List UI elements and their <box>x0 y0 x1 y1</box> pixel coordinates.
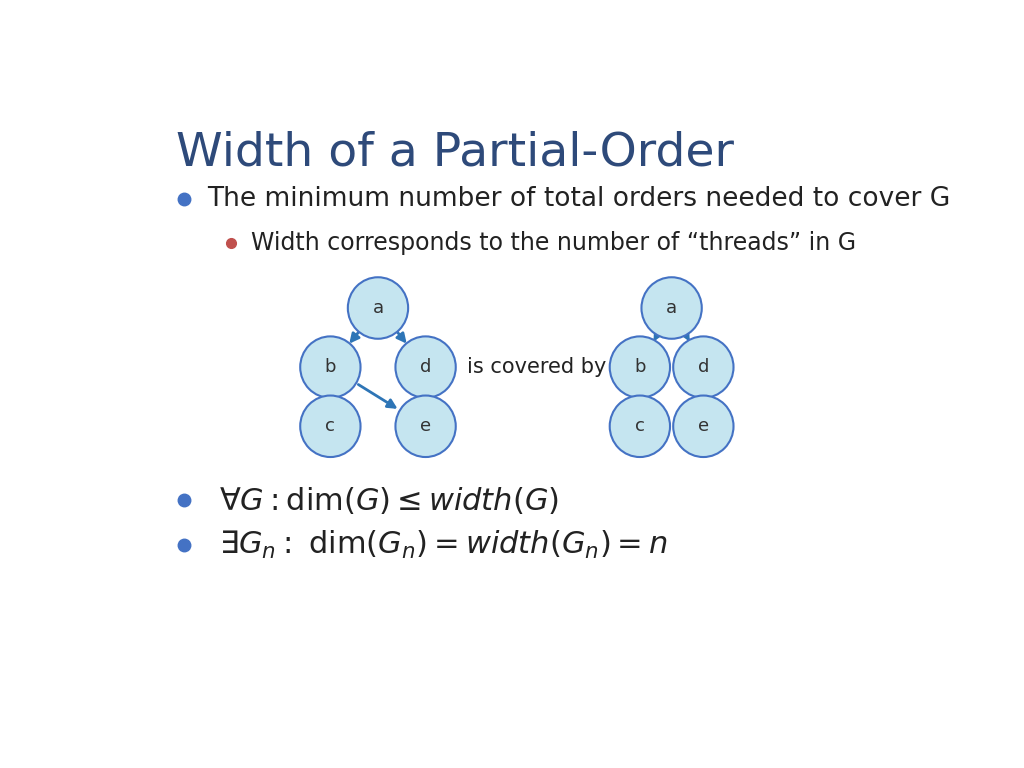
Text: $\forall G : \mathrm{dim}(G) \leq \mathit{width}(G)$: $\forall G : \mathrm{dim}(G) \leq \mathi… <box>219 485 559 515</box>
Text: c: c <box>635 417 645 435</box>
Ellipse shape <box>300 396 360 457</box>
Text: b: b <box>325 358 336 376</box>
Text: Width of a Partial-Order: Width of a Partial-Order <box>176 131 733 176</box>
Ellipse shape <box>300 336 360 398</box>
Ellipse shape <box>673 396 733 457</box>
Text: d: d <box>420 358 431 376</box>
Ellipse shape <box>348 277 409 339</box>
Ellipse shape <box>609 396 670 457</box>
Text: d: d <box>697 358 709 376</box>
Text: a: a <box>666 299 677 317</box>
Text: $\exists G_n{:}\ \mathrm{dim}(G_n) = \mathit{width}(G_n) = n$: $\exists G_n{:}\ \mathrm{dim}(G_n) = \ma… <box>219 528 668 561</box>
Text: b: b <box>634 358 645 376</box>
FancyBboxPatch shape <box>122 88 928 688</box>
Ellipse shape <box>609 336 670 398</box>
Text: c: c <box>326 417 335 435</box>
Ellipse shape <box>395 396 456 457</box>
Text: e: e <box>420 417 431 435</box>
Text: is covered by: is covered by <box>467 357 606 377</box>
Text: a: a <box>373 299 384 317</box>
Text: The minimum number of total orders needed to cover G: The minimum number of total orders neede… <box>207 186 950 212</box>
Text: e: e <box>697 417 709 435</box>
Ellipse shape <box>673 336 733 398</box>
Ellipse shape <box>641 277 701 339</box>
Ellipse shape <box>395 336 456 398</box>
Text: Width corresponds to the number of “threads” in G: Width corresponds to the number of “thre… <box>251 231 856 255</box>
